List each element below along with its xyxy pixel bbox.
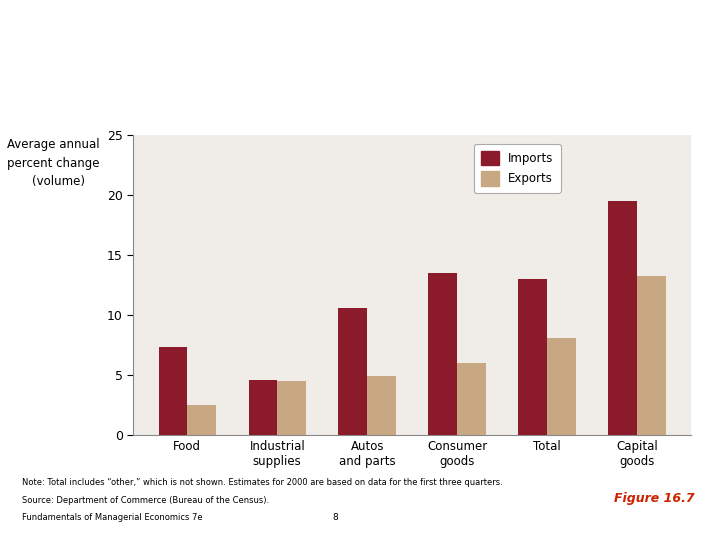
Bar [367, 376, 396, 435]
Text: percent change: percent change [7, 157, 99, 170]
Bar [637, 276, 666, 435]
Bar [187, 405, 216, 435]
Bar [277, 381, 306, 435]
Text: Exports by End-Use Category (1996–2000): Exports by End-Use Category (1996–2000) [248, 82, 610, 97]
Text: Note: Total includes “other,” which is not shown. Estimates for 2000 are based o: Note: Total includes “other,” which is n… [22, 478, 503, 487]
Bar [248, 380, 277, 435]
Bar [518, 279, 547, 435]
Bar [457, 363, 486, 435]
Bar [338, 308, 367, 435]
Text: Average Annual Percent Change in Imports and: Average Annual Percent Change in Imports… [225, 53, 633, 68]
Text: Source: Department of Commerce (Bureau of the Census).: Source: Department of Commerce (Bureau o… [22, 496, 269, 505]
Text: Average annual: Average annual [7, 138, 100, 151]
Text: Figure 16.7: Figure 16.7 [614, 492, 695, 505]
Bar [608, 201, 637, 435]
Text: 8: 8 [332, 513, 338, 522]
Bar [428, 273, 457, 435]
Legend: Imports, Exports: Imports, Exports [474, 144, 561, 193]
Text: (volume): (volume) [32, 175, 86, 188]
Text: Fundamentals of Managerial Economics 7e: Fundamentals of Managerial Economics 7e [22, 513, 202, 522]
Bar [158, 347, 187, 435]
Bar [547, 338, 576, 435]
